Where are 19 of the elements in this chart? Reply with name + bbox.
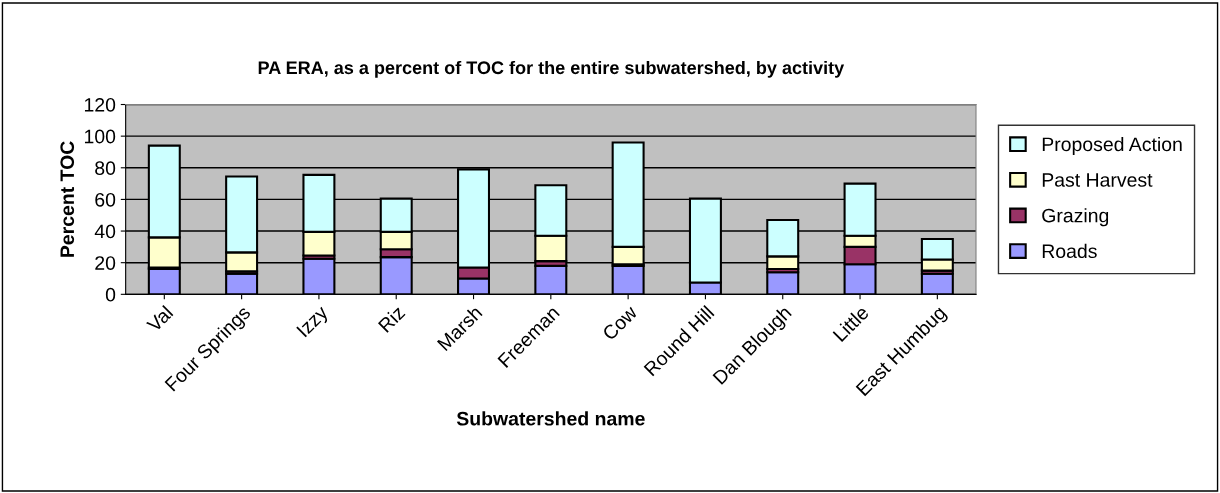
legend-label: Grazing	[1042, 208, 1109, 227]
x-tick-label: Riz	[377, 304, 406, 333]
x-tick-label: Little	[832, 304, 870, 343]
y-tick-label: 40	[94, 224, 116, 239]
y-tick-label: 100	[84, 129, 116, 144]
legend-label: Roads	[1042, 243, 1097, 259]
legend-label: Proposed Action	[1042, 136, 1182, 156]
x-tick-label: Cow	[601, 304, 639, 341]
y-tick-label: 80	[95, 161, 116, 176]
y-tick-label: 60	[95, 192, 116, 207]
x-axis-title: Subwatershed name	[456, 411, 645, 426]
y-tick-label: 120	[84, 97, 116, 112]
y-axis-title: Percent TOC	[60, 141, 75, 257]
x-tick-label: Izzy	[296, 304, 332, 341]
x-tick-label: Val	[145, 304, 174, 333]
y-tick-label: 20	[95, 256, 116, 270]
legend-label: Past Harvest	[1042, 173, 1153, 187]
y-tick-label: 0	[105, 287, 116, 302]
chart-title: PA ERA, as a percent of TOC for the entire subwatershed, by activity	[258, 60, 845, 78]
